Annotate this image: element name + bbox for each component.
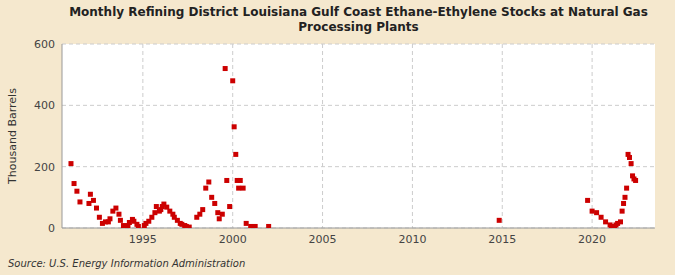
point (113, 206, 118, 211)
point (217, 216, 222, 221)
point (629, 161, 634, 166)
title: Monthly Refining District Louisiana Gulf… (69, 5, 648, 34)
point (118, 218, 123, 223)
x-tick-label: 2015 (488, 233, 516, 246)
x-grid-line (592, 44, 593, 228)
point (200, 207, 205, 212)
point (497, 218, 502, 223)
point (74, 189, 79, 194)
source-note: Source: U.S. Energy Information Administ… (8, 258, 245, 269)
x-grid-line (232, 44, 233, 228)
point (187, 225, 192, 228)
point (241, 186, 246, 191)
point (233, 152, 238, 157)
point (585, 198, 590, 203)
y-tick-label: 0 (48, 222, 55, 235)
point (224, 178, 229, 183)
point (232, 124, 237, 129)
point (154, 204, 159, 209)
point (633, 178, 638, 183)
x-axis-line (62, 228, 655, 229)
x-grid-line (502, 44, 503, 228)
point (149, 215, 154, 220)
point (107, 216, 112, 221)
x-grid-line (142, 44, 143, 228)
point (215, 210, 220, 215)
y-grid-line (62, 44, 655, 45)
point (97, 215, 102, 220)
point (599, 215, 604, 220)
point (152, 210, 157, 215)
x-grid-line (412, 44, 413, 228)
point (248, 224, 253, 228)
point (620, 209, 625, 214)
point (590, 209, 595, 214)
y-axis-label: Thousand Barrels (6, 88, 19, 185)
background (0, 0, 675, 275)
point (223, 66, 228, 71)
point (203, 186, 208, 191)
point (72, 181, 77, 186)
x-tick-label: 2000 (219, 233, 247, 246)
point (618, 219, 623, 224)
chart: Monthly Refining District Louisiana Gulf… (0, 0, 675, 275)
x-tick-label: 2010 (398, 233, 426, 246)
point (136, 224, 141, 228)
x-tick-label: 2005 (309, 233, 337, 246)
grid (62, 44, 655, 228)
y-grid-line (62, 166, 655, 167)
point (624, 186, 629, 191)
point (212, 201, 217, 206)
point (116, 212, 121, 217)
point (206, 180, 211, 185)
point (220, 212, 225, 217)
point (230, 78, 235, 83)
point (88, 192, 93, 197)
point (68, 161, 73, 166)
point (622, 195, 627, 200)
point (197, 212, 202, 217)
y-tick-label: 400 (34, 99, 55, 112)
point (91, 198, 96, 203)
point (209, 195, 214, 200)
point (621, 201, 626, 206)
points (68, 66, 638, 228)
point (603, 219, 608, 224)
point (77, 199, 82, 204)
point (253, 224, 258, 228)
y-grid-line (62, 228, 655, 229)
point (244, 221, 249, 226)
y-axis-line (62, 44, 63, 228)
point (86, 201, 91, 206)
point (266, 224, 271, 228)
y-tick-label: 200 (34, 161, 55, 174)
point (594, 210, 599, 215)
y-grid-line (62, 105, 655, 106)
point (238, 178, 243, 183)
point (94, 206, 99, 211)
x-tick-label: 1995 (129, 233, 157, 246)
point (227, 204, 232, 209)
x-grid-line (322, 44, 323, 228)
y-tick-label: 600 (34, 38, 55, 51)
x-tick-label: 2020 (578, 233, 606, 246)
plot-area (62, 44, 655, 228)
point (627, 155, 632, 160)
point (236, 186, 241, 191)
